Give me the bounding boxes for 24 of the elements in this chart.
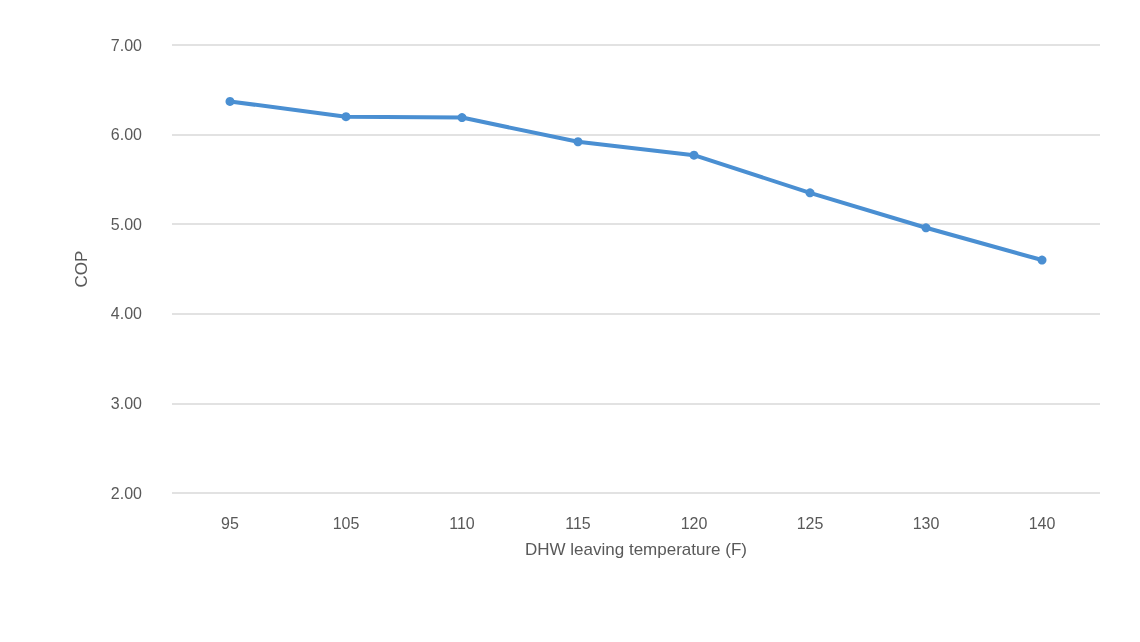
x-tick-label: 130 <box>912 514 940 532</box>
x-tick-label: 95 <box>221 514 239 532</box>
x-tick-label: 140 <box>1028 514 1056 532</box>
point <box>1037 255 1047 265</box>
x-tick-label: 120 <box>680 514 708 532</box>
y-tick-label: 3.00 <box>110 394 143 412</box>
point <box>457 113 467 123</box>
x-tick-label: 110 <box>449 514 475 532</box>
x-tick-label: 125 <box>796 514 824 532</box>
x-tick-label: 105 <box>332 514 360 532</box>
y-tick-label: 6.00 <box>110 126 143 144</box>
point <box>225 96 235 106</box>
point <box>921 223 931 233</box>
y-axis-title: COP <box>72 250 91 288</box>
x-axis-title: DHW leaving temperature (F) <box>524 540 748 559</box>
y-tick-label: 7.00 <box>110 36 143 54</box>
y-tick-label: 4.00 <box>110 305 143 323</box>
y-tick-label: 2.00 <box>110 484 143 502</box>
point <box>341 112 351 122</box>
point <box>689 150 699 160</box>
x-tick-label: 115 <box>565 514 591 532</box>
y-tick-label: 5.00 <box>110 215 143 233</box>
point <box>805 188 815 198</box>
point <box>573 137 583 147</box>
